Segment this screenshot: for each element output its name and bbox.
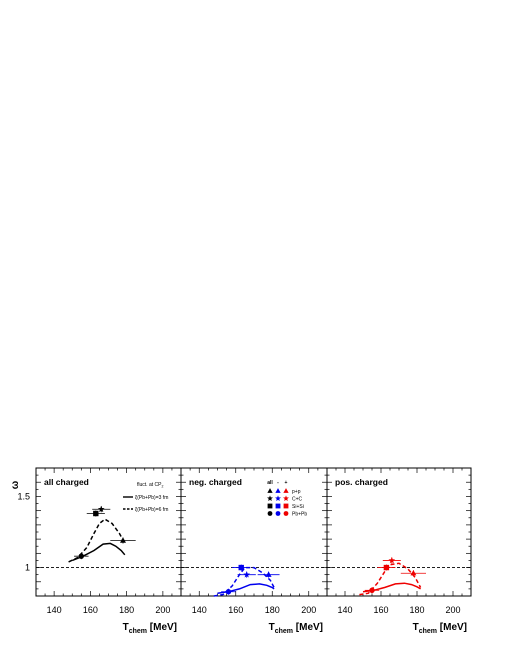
legend-marker-C+C	[267, 495, 273, 502]
legend-marker-p+p	[275, 488, 281, 493]
x-axis-sub: chem	[419, 628, 437, 635]
panel-title: pos. charged	[335, 477, 388, 487]
x-axis-main: T	[269, 622, 275, 633]
marker-legend-column: all	[267, 480, 273, 486]
legend-marker-Si+Si	[275, 503, 281, 509]
point-C+C	[243, 571, 251, 578]
y-axis-label: ω	[10, 480, 21, 489]
panel-2: 140 160 180 200 neg. charged Tchem [MeV]	[180, 467, 328, 635]
marker-legend-label: C+C	[292, 497, 303, 503]
curve-legend-header: fluct. at CP2	[137, 482, 163, 489]
x-tick-label: 180	[265, 605, 280, 615]
legend-marker-Si+Si	[267, 503, 273, 509]
solid-curve	[72, 542, 126, 562]
x-axis-sub: chem	[129, 628, 147, 635]
panel-frame	[180, 467, 328, 597]
x-tick-label: 160	[228, 605, 243, 615]
point-p+p	[265, 571, 272, 577]
panel-1: 140 160 180 200 1 1.5 all charged Tchem [MeV]	[17, 467, 182, 635]
point-Pb+Pb	[369, 587, 375, 594]
marker-legend-column: +	[285, 480, 288, 486]
point-Si+Si	[383, 564, 390, 571]
x-axis-main: T	[413, 622, 419, 633]
legend-marker-Pb+Pb	[275, 511, 281, 516]
x-tick-label: 160	[373, 605, 388, 615]
x-axis-title: Tchem [MeV]	[413, 622, 467, 635]
marker-legend-label: p+p	[292, 489, 301, 495]
panel-3: 140 160 180 200 pos. charged Tchem [MeV]	[326, 467, 472, 635]
curve-legend-label: ξ(Pb+Pb)=6 fm	[135, 507, 168, 513]
marker-legend-label: Si+Si	[292, 504, 304, 510]
point-C+C	[388, 556, 396, 564]
x-tick-label: 200	[301, 605, 316, 615]
panel-title: neg. charged	[189, 477, 242, 487]
legend-marker-Pb+Pb	[267, 511, 273, 516]
panel-title: all charged	[44, 477, 89, 487]
point-Pb+Pb	[225, 589, 232, 595]
x-axis-unit: [MeV]	[437, 622, 467, 633]
panel-frame	[326, 467, 472, 597]
legend-marker-p+p	[267, 488, 273, 493]
x-tick-label: 140	[192, 605, 207, 615]
point-p+p	[410, 570, 417, 576]
legend-marker-p+p	[283, 488, 289, 493]
point-Pb+Pb	[78, 553, 85, 559]
x-axis-unit: [MeV]	[293, 622, 323, 633]
curve-legend-header-sub: 2	[161, 485, 163, 489]
marker-legend: all - + p+p C+CSi+Si Pb+Pb	[267, 480, 307, 518]
marker-legend-label: Pb+Pb	[292, 512, 307, 518]
x-tick-label: 160	[83, 605, 98, 615]
point-Si+Si	[238, 564, 244, 571]
legend-marker-C+C	[283, 495, 289, 502]
x-tick-label: 200	[445, 605, 460, 615]
point-p+p	[120, 537, 126, 543]
marker-legend-column: -	[277, 480, 279, 486]
x-axis-title: Tchem [MeV]	[123, 622, 177, 635]
x-axis-sub: chem	[275, 628, 293, 635]
point-C+C	[97, 505, 105, 513]
legend-marker-C+C	[275, 495, 281, 502]
x-tick-label: 200	[155, 605, 170, 615]
solid-curve	[362, 582, 421, 593]
x-axis-title: Tchem [MeV]	[269, 622, 323, 635]
point-Si+Si	[93, 510, 99, 517]
legend-marker-Pb+Pb	[283, 511, 289, 516]
y-tick-label: 1	[25, 563, 30, 573]
curve-legend-label: ξ(Pb+Pb)=3 fm	[135, 495, 168, 501]
legend-marker-Si+Si	[283, 503, 289, 509]
curve-legend: fluct. at CP2 ξ(Pb+Pb)=3 fm ξ(Pb+Pb)=6 fm	[123, 482, 168, 513]
x-axis-unit: [MeV]	[147, 622, 177, 633]
x-tick-label: 180	[409, 605, 424, 615]
y-tick-label: 1.5	[17, 491, 30, 501]
x-tick-label: 140	[47, 605, 62, 615]
x-tick-label: 140	[337, 605, 352, 615]
x-axis-main: T	[123, 622, 129, 633]
x-tick-label: 180	[119, 605, 134, 615]
